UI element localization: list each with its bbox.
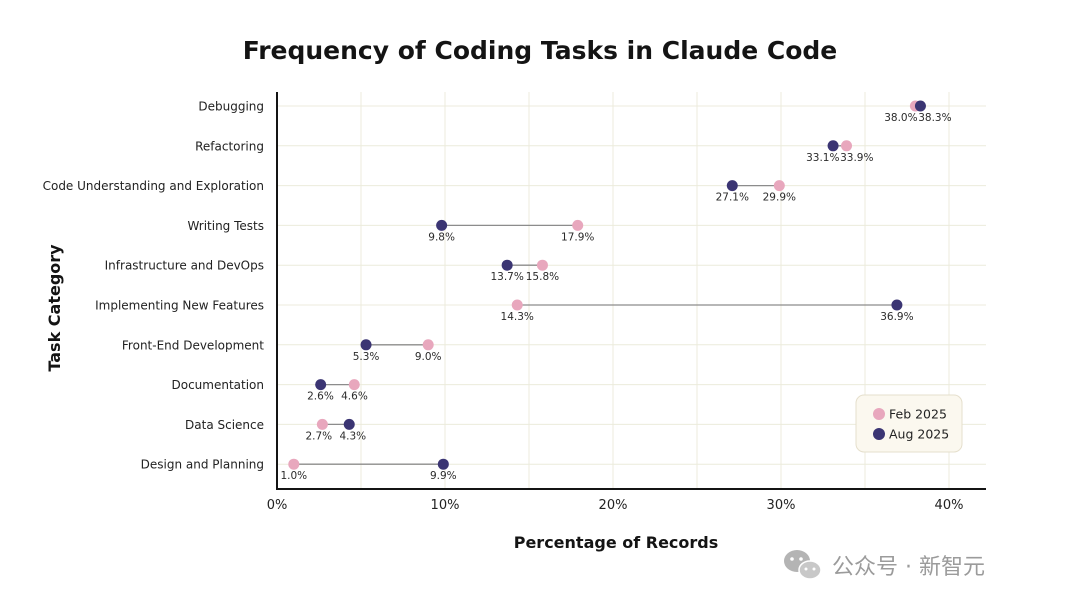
point-aug-2025-design-and-planning	[437, 458, 449, 470]
category-label-front-end-development: Front-End Development	[122, 338, 264, 352]
legend: Feb 2025 Aug 2025	[855, 394, 963, 453]
x-axis-title: Percentage of Records	[514, 533, 719, 552]
point-aug-2025-code-understanding-and-exploration	[726, 180, 738, 192]
label-feb-2025-infrastructure-and-devops: 15.8%	[526, 271, 559, 283]
wechat-icon	[784, 550, 822, 580]
label-aug-2025-design-and-planning: 9.9%	[430, 470, 457, 482]
label-aug-2025-front-end-development: 5.3%	[353, 351, 380, 363]
x-tick-label: 10%	[431, 498, 460, 513]
point-feb-2025-implementing-new-features	[511, 299, 523, 311]
category-label-refactoring: Refactoring	[195, 139, 264, 153]
label-feb-2025-code-understanding-and-exploration: 29.9%	[763, 192, 796, 204]
label-aug-2025-refactoring: 33.1%	[806, 152, 839, 164]
label-feb-2025-refactoring: 33.9%	[840, 152, 873, 164]
legend-label-aug-2025: Aug 2025	[889, 427, 949, 442]
axes	[276, 92, 986, 490]
y-axis-title: Task Category	[45, 244, 64, 372]
category-labels: Debugging Refactoring Code Understanding a…	[43, 100, 265, 472]
category-label-writing-tests: Writing Tests	[187, 219, 264, 233]
label-aug-2025-implementing-new-features: 36.9%	[880, 311, 913, 323]
point-aug-2025-writing-tests	[436, 219, 448, 231]
x-tick-labels: 0% 10% 20% 30% 40%	[267, 498, 964, 513]
category-label-infrastructure-and-devops: Infrastructure and DevOps	[105, 259, 264, 273]
legend-marker-feb-2025	[873, 408, 885, 420]
point-feb-2025-refactoring	[841, 140, 853, 152]
point-aug-2025-front-end-development	[360, 339, 372, 351]
data-points	[288, 100, 926, 470]
watermark: 公众号 · 新智元	[784, 550, 985, 580]
legend-box	[855, 394, 963, 453]
legend-label-feb-2025: Feb 2025	[889, 407, 947, 422]
x-tick-label: 0%	[267, 498, 288, 513]
label-feb-2025-debugging: 38.0%	[884, 112, 917, 124]
point-aug-2025-debugging	[914, 100, 926, 112]
label-feb-2025-design-and-planning: 1.0%	[280, 470, 307, 482]
x-tick-label: 30%	[767, 498, 796, 513]
label-feb-2025-implementing-new-features: 14.3%	[501, 311, 534, 323]
label-aug-2025-debugging: 38.3%	[918, 112, 951, 124]
x-tick-label: 20%	[599, 498, 628, 513]
category-label-code-understanding-and-exploration: Code Understanding and Exploration	[43, 179, 264, 193]
label-aug-2025-infrastructure-and-devops: 13.7%	[490, 271, 523, 283]
point-aug-2025-documentation	[315, 379, 327, 391]
label-aug-2025-writing-tests: 9.8%	[428, 231, 455, 243]
label-feb-2025-data-science: 2.7%	[305, 430, 332, 442]
point-feb-2025-data-science	[316, 418, 328, 430]
label-aug-2025-data-science: 4.3%	[339, 430, 366, 442]
point-aug-2025-refactoring	[827, 140, 839, 152]
chart-title: Frequency of Coding Tasks in Claude Code	[243, 36, 838, 65]
label-feb-2025-documentation: 4.6%	[341, 391, 368, 403]
category-label-documentation: Documentation	[171, 378, 264, 392]
point-feb-2025-design-and-planning	[288, 458, 300, 470]
category-label-debugging: Debugging	[198, 100, 264, 114]
category-label-data-science: Data Science	[185, 418, 264, 432]
point-aug-2025-data-science	[343, 418, 355, 430]
label-aug-2025-code-understanding-and-exploration: 27.1%	[716, 192, 749, 204]
category-label-design-and-planning: Design and Planning	[141, 458, 264, 472]
point-feb-2025-front-end-development	[422, 339, 434, 351]
category-label-implementing-new-features: Implementing New Features	[95, 299, 264, 313]
x-tick-label: 40%	[935, 498, 964, 513]
point-aug-2025-infrastructure-and-devops	[501, 259, 513, 271]
point-aug-2025-implementing-new-features	[891, 299, 903, 311]
label-aug-2025-documentation: 2.6%	[307, 391, 334, 403]
legend-marker-aug-2025	[873, 428, 885, 440]
point-feb-2025-writing-tests	[572, 219, 584, 231]
label-feb-2025-writing-tests: 17.9%	[561, 231, 594, 243]
point-feb-2025-infrastructure-and-devops	[536, 259, 548, 271]
point-feb-2025-code-understanding-and-exploration	[773, 180, 785, 192]
watermark-text: 公众号 · 新智元	[832, 555, 985, 580]
label-feb-2025-front-end-development: 9.0%	[415, 351, 442, 363]
point-feb-2025-documentation	[348, 379, 360, 391]
data-labels: 38.0% 38.3% 33.9%33.1% 29.9% 27.1% 17.9% 9.8% 1…	[280, 112, 951, 482]
